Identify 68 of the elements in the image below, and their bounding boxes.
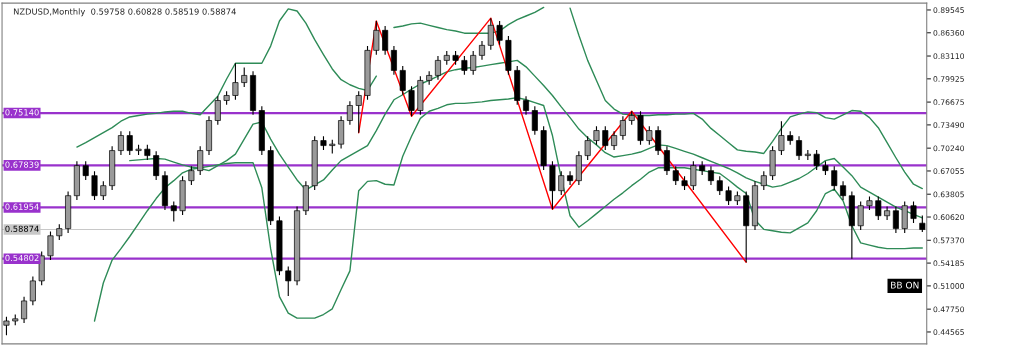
candlestick [523, 95, 530, 116]
annotation: BB ON [891, 281, 919, 289]
candlestick [663, 145, 670, 176]
ref-line-label: 0.75140 [5, 109, 39, 116]
candlestick [619, 115, 626, 141]
candlestick [567, 170, 574, 186]
candlestick [857, 200, 864, 231]
line-series [358, 17, 747, 263]
candlestick [725, 185, 732, 206]
candlestick [21, 296, 28, 324]
ref-line-label: 0.67839 [5, 161, 39, 168]
candlestick [153, 150, 160, 181]
candlestick [285, 266, 292, 297]
candlestick [434, 55, 441, 81]
candlestick [346, 100, 353, 126]
candlestick [496, 20, 503, 46]
candlestick [408, 85, 415, 117]
candlestick [188, 165, 195, 186]
candlestick [707, 165, 714, 186]
candlestick [901, 200, 908, 234]
candlestick [778, 120, 785, 156]
text: NZDUSD,Monthly 0.59758 0.60828 0.58519 0.58874 [13, 8, 236, 17]
candlestick [355, 90, 362, 134]
candlestick [655, 125, 662, 156]
candlestick [461, 55, 468, 76]
candlestick [170, 200, 177, 223]
candlestick [760, 170, 767, 191]
candlestick [487, 17, 494, 51]
candlestick [470, 50, 477, 76]
candlestick [126, 130, 133, 156]
candlestick [390, 45, 397, 76]
candlestick [602, 125, 609, 151]
candlestick [831, 165, 838, 191]
candlestick [82, 160, 89, 181]
candlestick [232, 62, 239, 101]
candlestick [117, 130, 124, 156]
candlestick [531, 105, 538, 136]
candlestick [716, 175, 723, 196]
candlestick [399, 65, 406, 96]
candlestick [382, 25, 389, 56]
candlestick [813, 149, 820, 171]
ref-line-label: 0.58874 [5, 225, 39, 232]
candlestick [690, 160, 697, 191]
candlestick [100, 180, 107, 201]
candlestick [875, 195, 882, 221]
candlestick [29, 276, 36, 306]
candlestick [373, 20, 380, 56]
candlestick [558, 170, 565, 196]
candlestick [197, 145, 204, 176]
candlestick [672, 165, 679, 186]
ref-line-label: 0.61954 [5, 203, 39, 210]
candlestick [479, 40, 485, 61]
candlestick [584, 135, 591, 161]
candlestick [338, 115, 345, 149]
candlestick [611, 130, 618, 151]
candlestick [593, 125, 600, 146]
candlestick [3, 316, 10, 336]
candlestick [840, 180, 847, 201]
candlestick [241, 66, 248, 88]
candlestick [884, 205, 891, 221]
candlestick [214, 95, 221, 126]
ref-line-label: 0.54802 [5, 254, 39, 262]
candlestick [47, 230, 54, 261]
candlestick [646, 125, 653, 146]
candlestick [892, 205, 899, 234]
candlestick [91, 170, 98, 201]
candlestick [910, 200, 917, 224]
candlestick [796, 135, 803, 161]
